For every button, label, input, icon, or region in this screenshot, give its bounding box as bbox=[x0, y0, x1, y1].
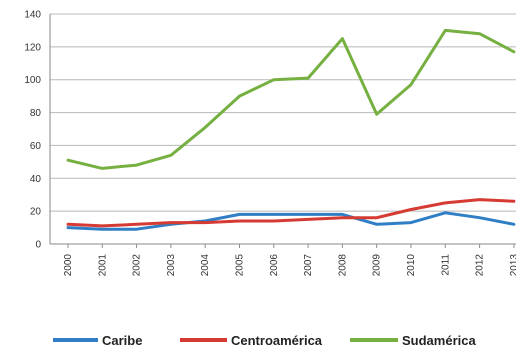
y-tick-label: 80 bbox=[30, 108, 42, 119]
y-tick-label: 60 bbox=[30, 141, 42, 152]
y-tick-label: 120 bbox=[24, 42, 41, 53]
x-tick-label: 2000 bbox=[63, 254, 74, 277]
x-tick-label: 2008 bbox=[337, 254, 348, 277]
x-tick-label: 2002 bbox=[132, 254, 143, 277]
series-line-centroamerica bbox=[66, 198, 516, 228]
series-line-sudamerica bbox=[66, 28, 516, 170]
y-axis: 0 20 40 60 80 100 120 140 bbox=[24, 10, 51, 251]
x-tick-label: 2003 bbox=[166, 254, 177, 277]
x-tick-label: 2013 bbox=[509, 254, 516, 277]
y-tick-label: 40 bbox=[30, 174, 42, 185]
x-tick-label: 2011 bbox=[440, 254, 451, 276]
series-line-caribe bbox=[66, 211, 516, 231]
legend: Caribe Centroamérica Sudamérica bbox=[53, 333, 476, 348]
x-tick-label: 2005 bbox=[235, 254, 246, 277]
x-tick-label: 2006 bbox=[269, 254, 280, 277]
legend-label: Centroamérica bbox=[231, 333, 323, 348]
legend-label: Sudamérica bbox=[402, 333, 476, 348]
x-tick-label: 2009 bbox=[372, 254, 383, 277]
x-tick-label: 2010 bbox=[406, 254, 417, 277]
grid-lines bbox=[50, 13, 516, 245]
x-tick-label: 2004 bbox=[200, 254, 211, 277]
y-tick-label: 0 bbox=[35, 240, 41, 251]
x-tick-label: 2001 bbox=[97, 254, 108, 277]
x-tick-label: 2012 bbox=[475, 254, 486, 277]
y-tick-label: 100 bbox=[24, 75, 41, 86]
series-lines bbox=[66, 28, 516, 231]
x-tick-label: 2007 bbox=[303, 254, 314, 277]
y-tick-label: 140 bbox=[24, 10, 41, 21]
legend-label: Caribe bbox=[102, 333, 142, 348]
x-axis: 2000 2001 2002 2003 2004 2005 2006 2007 2008 2009… bbox=[63, 244, 516, 276]
y-tick-label: 20 bbox=[30, 207, 42, 218]
